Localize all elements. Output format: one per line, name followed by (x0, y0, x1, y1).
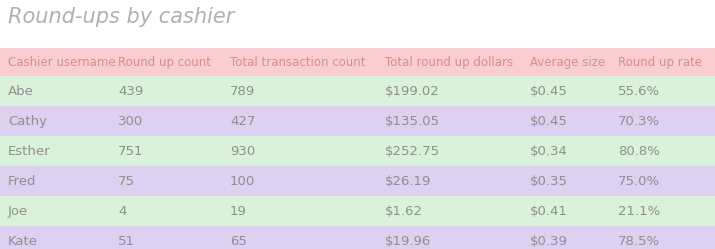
Text: 21.1%: 21.1% (618, 204, 660, 217)
Bar (0, 226, 715, 249)
Text: 80.8%: 80.8% (618, 144, 660, 158)
Text: 751: 751 (118, 144, 144, 158)
Text: 100: 100 (230, 175, 255, 187)
Text: Cashier username: Cashier username (8, 56, 116, 68)
Text: 75: 75 (118, 175, 135, 187)
Text: Average size: Average size (530, 56, 606, 68)
Text: 930: 930 (230, 144, 255, 158)
Text: $0.35: $0.35 (530, 175, 568, 187)
Text: Joe: Joe (8, 204, 29, 217)
Text: 70.3%: 70.3% (618, 115, 660, 127)
Text: $1.62: $1.62 (385, 204, 423, 217)
Text: 55.6%: 55.6% (618, 84, 660, 98)
Text: Total transaction count: Total transaction count (230, 56, 365, 68)
Bar (0, 106, 715, 136)
Text: $26.19: $26.19 (385, 175, 431, 187)
Text: Esther: Esther (8, 144, 51, 158)
Text: $0.45: $0.45 (530, 115, 568, 127)
Text: $0.41: $0.41 (530, 204, 568, 217)
Text: $135.05: $135.05 (385, 115, 440, 127)
Text: 75.0%: 75.0% (618, 175, 660, 187)
Text: Kate: Kate (8, 235, 38, 248)
Text: 439: 439 (118, 84, 143, 98)
Text: $252.75: $252.75 (385, 144, 440, 158)
Bar (0, 196, 715, 226)
Text: 78.5%: 78.5% (618, 235, 660, 248)
Text: Cathy: Cathy (8, 115, 47, 127)
Text: Round up count: Round up count (118, 56, 211, 68)
Text: Fred: Fred (8, 175, 36, 187)
Text: 427: 427 (230, 115, 255, 127)
Text: Abe: Abe (8, 84, 34, 98)
Text: Round up rate: Round up rate (618, 56, 702, 68)
Text: $0.45: $0.45 (530, 84, 568, 98)
Text: 19: 19 (230, 204, 247, 217)
Text: 51: 51 (118, 235, 135, 248)
Text: 65: 65 (230, 235, 247, 248)
Text: 300: 300 (118, 115, 143, 127)
Text: $0.39: $0.39 (530, 235, 568, 248)
Text: 789: 789 (230, 84, 255, 98)
Text: Total round up dollars: Total round up dollars (385, 56, 513, 68)
Text: $19.96: $19.96 (385, 235, 431, 248)
Bar (0, 166, 715, 196)
Text: Round-ups by cashier: Round-ups by cashier (8, 7, 235, 27)
Text: $0.34: $0.34 (530, 144, 568, 158)
Text: 4: 4 (118, 204, 127, 217)
Bar (0, 48, 715, 76)
Text: $199.02: $199.02 (385, 84, 440, 98)
Bar (0, 76, 715, 106)
Bar (0, 136, 715, 166)
